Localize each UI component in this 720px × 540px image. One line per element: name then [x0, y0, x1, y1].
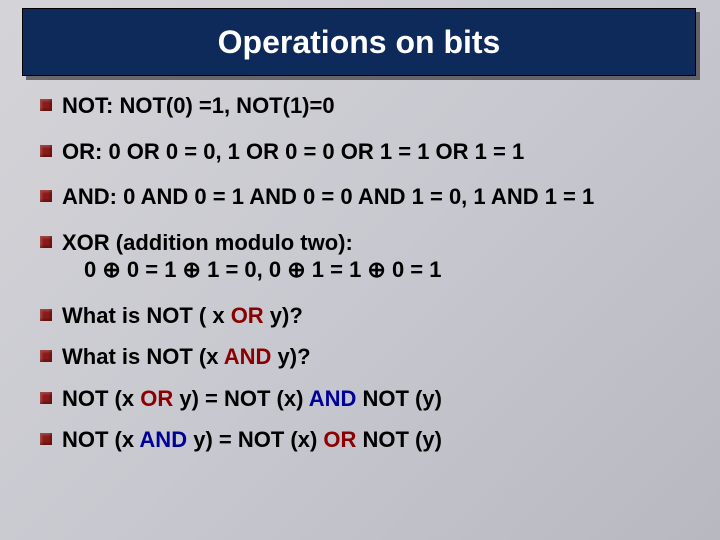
bullet-demorgan-and: NOT (x AND y) = NOT (x) OR NOT (y) [40, 426, 690, 454]
xor-line1: XOR (addition modulo two): [62, 230, 353, 255]
bullet-text: NOT (x AND y) = NOT (x) OR NOT (y) [62, 426, 442, 454]
bullet-q-or: What is NOT ( x OR y)? [40, 302, 690, 330]
a-p3: NOT (y) [356, 427, 442, 452]
q-prefix: What is NOT ( x [62, 303, 231, 328]
q-suffix: y)? [264, 303, 303, 328]
bullet-text: What is NOT (x AND y)? [62, 343, 311, 371]
bullet-or: OR: 0 OR 0 = 0, 1 OR 0 = 0 OR 1 = 1 OR 1… [40, 138, 690, 166]
bullet-icon [40, 99, 52, 111]
q-op-and: AND [224, 344, 272, 369]
bullet-text: NOT: NOT(0) =1, NOT(1)=0 [62, 92, 335, 120]
bullet-text: NOT (x OR y) = NOT (x) AND NOT (y) [62, 385, 442, 413]
slide-title: Operations on bits [218, 24, 501, 61]
q-op-or: OR [231, 303, 264, 328]
q-prefix: What is NOT (x [62, 344, 224, 369]
bullet-text: AND: 0 AND 0 = 1 AND 0 = 0 AND 1 = 0, 1 … [62, 183, 594, 211]
bullet-demorgan-or: NOT (x OR y) = NOT (x) AND NOT (y) [40, 385, 690, 413]
bullet-icon [40, 190, 52, 202]
bullet-icon [40, 309, 52, 321]
bullet-icon [40, 350, 52, 362]
a-op2-or: OR [323, 427, 356, 452]
bullet-icon [40, 145, 52, 157]
a-p2: y) = NOT (x) [173, 386, 308, 411]
q-suffix: y)? [271, 344, 310, 369]
a-op1-and: AND [139, 427, 187, 452]
a-p1: NOT (x [62, 386, 140, 411]
a-op1-or: OR [140, 386, 173, 411]
bullet-icon [40, 236, 52, 248]
bullet-and: AND: 0 AND 0 = 1 AND 0 = 0 AND 1 = 0, 1 … [40, 183, 690, 211]
bullet-icon [40, 433, 52, 445]
a-p1: NOT (x [62, 427, 139, 452]
xor-line2: 0 ⊕ 0 = 1 ⊕ 1 = 0, 0 ⊕ 1 = 1 ⊕ 0 = 1 [84, 256, 442, 284]
content-area: NOT: NOT(0) =1, NOT(1)=0 OR: 0 OR 0 = 0,… [40, 92, 690, 468]
slide: Operations on bits NOT: NOT(0) =1, NOT(1… [0, 0, 720, 540]
bullet-q-and: What is NOT (x AND y)? [40, 343, 690, 371]
a-p2: y) = NOT (x) [187, 427, 323, 452]
a-p3: NOT (y) [356, 386, 442, 411]
a-op2-and: AND [309, 386, 357, 411]
title-box: Operations on bits [22, 8, 696, 76]
bullet-text: What is NOT ( x OR y)? [62, 302, 303, 330]
bullet-text: OR: 0 OR 0 = 0, 1 OR 0 = 0 OR 1 = 1 OR 1… [62, 138, 524, 166]
bullet-not: NOT: NOT(0) =1, NOT(1)=0 [40, 92, 690, 120]
bullet-icon [40, 392, 52, 404]
bullet-text: XOR (addition modulo two): 0 ⊕ 0 = 1 ⊕ 1… [62, 229, 442, 284]
bullet-xor: XOR (addition modulo two): 0 ⊕ 0 = 1 ⊕ 1… [40, 229, 690, 284]
